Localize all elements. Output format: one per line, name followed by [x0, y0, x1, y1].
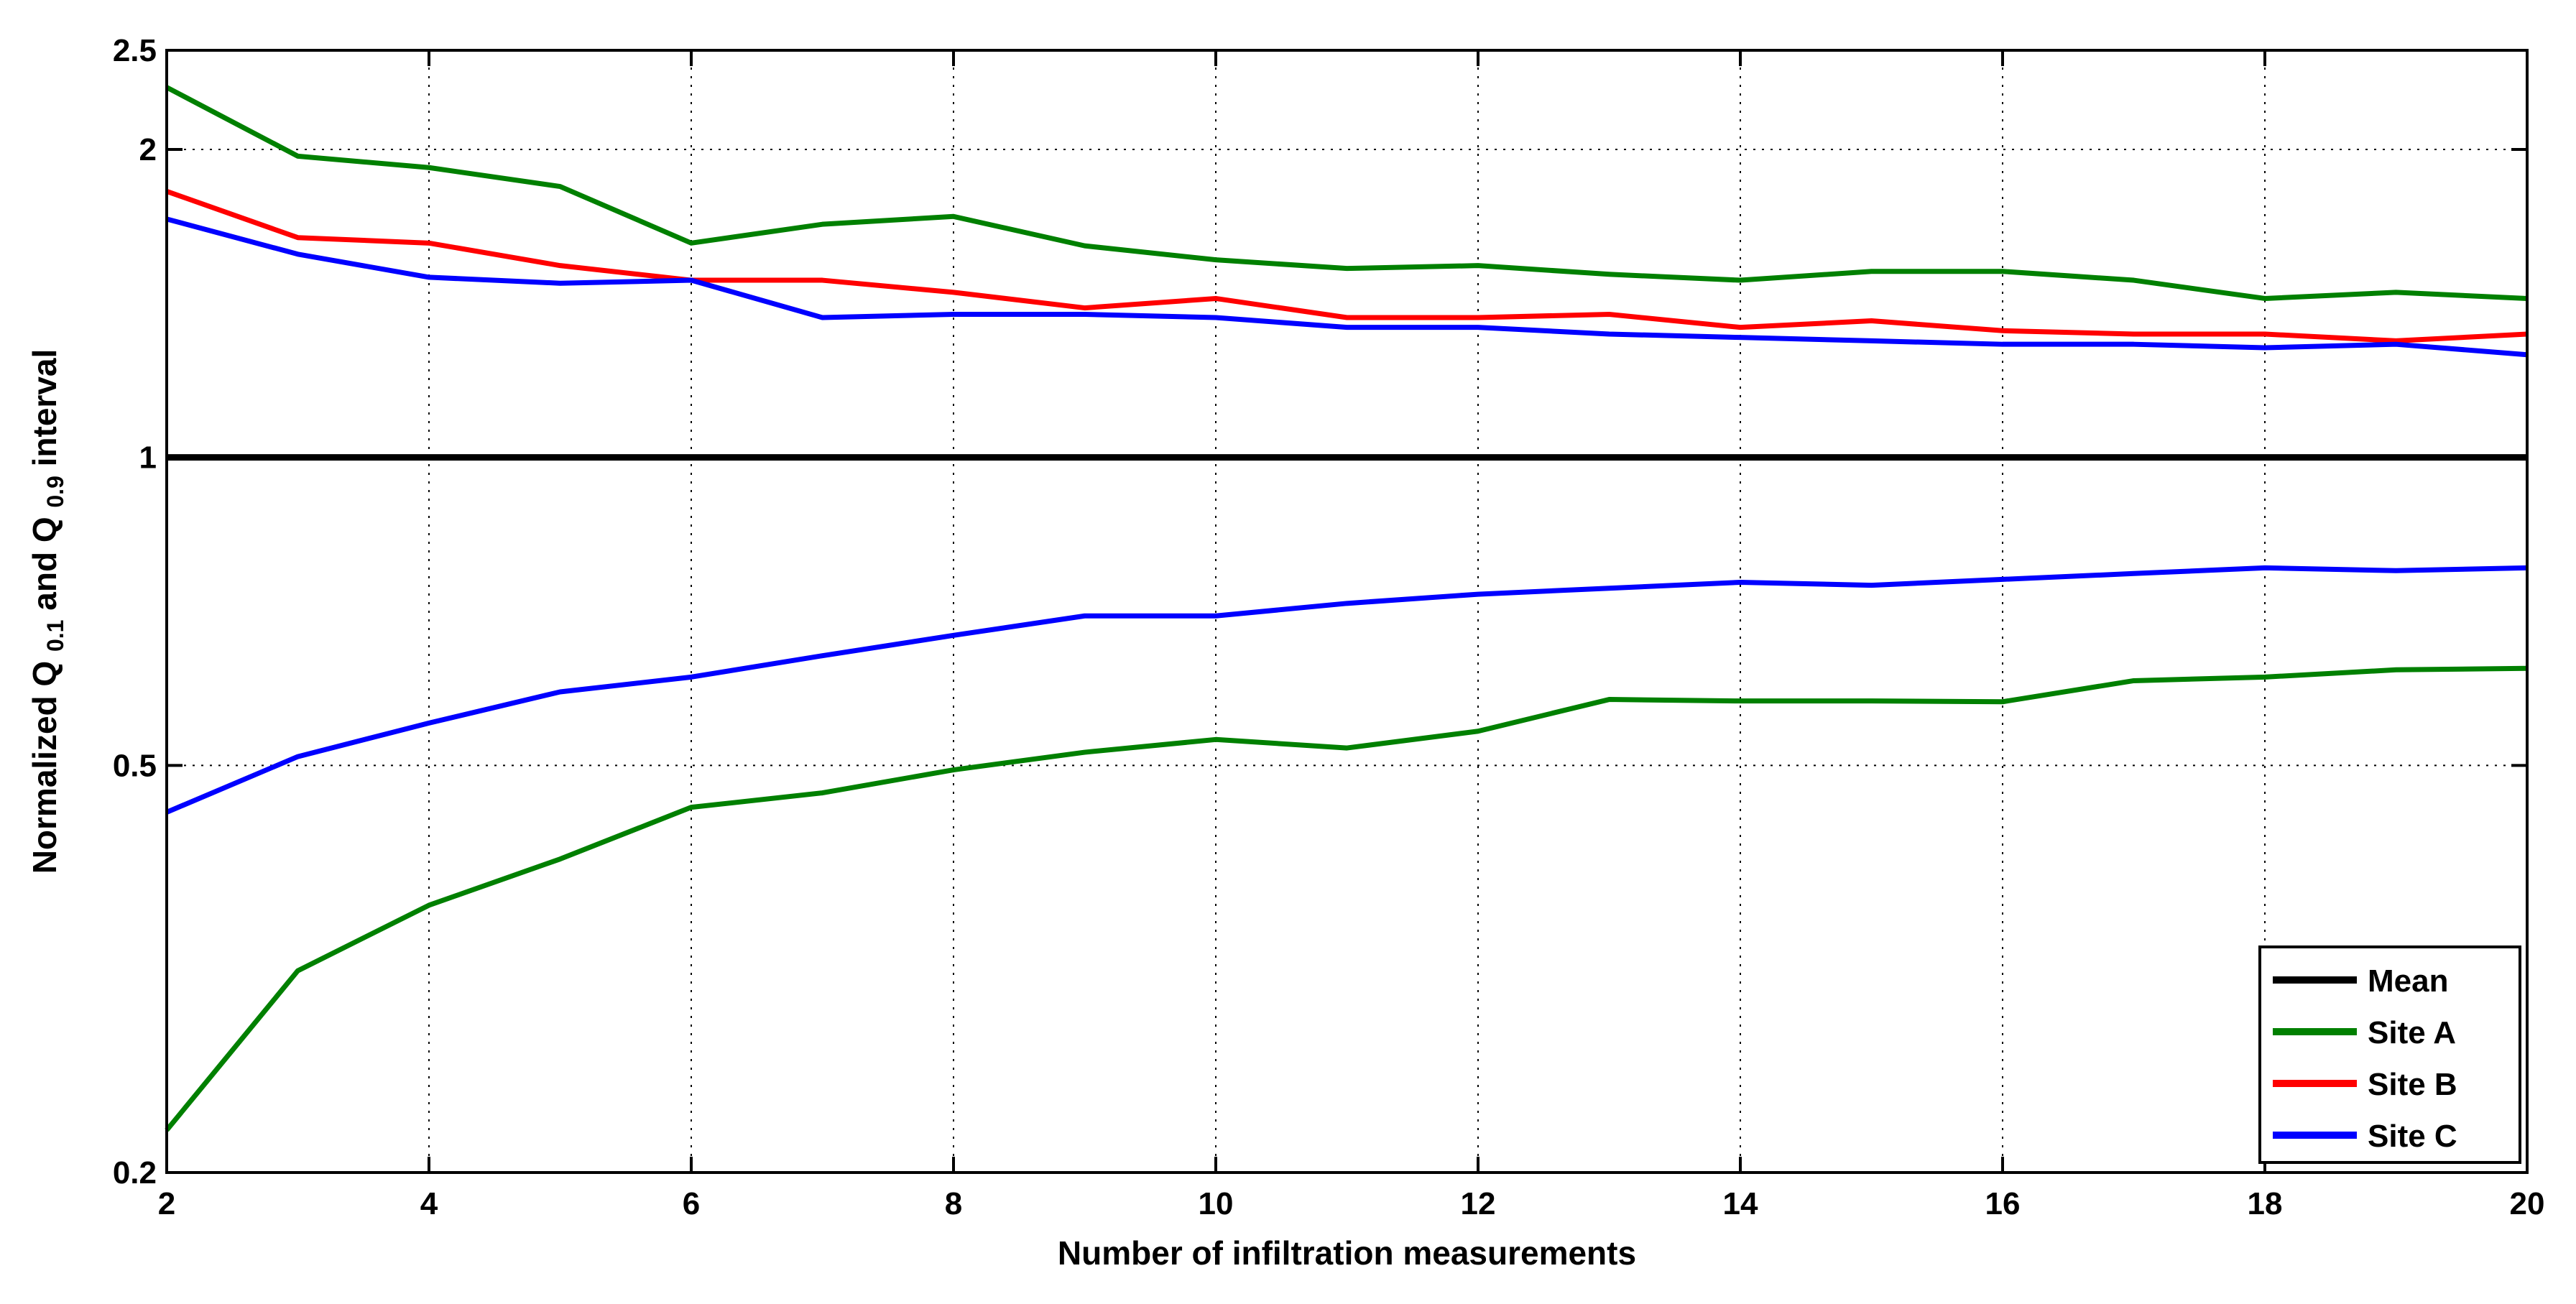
plot-area [165, 49, 2529, 1174]
y-tick-label: 1 [139, 440, 157, 476]
x-tick-label: 20 [2510, 1186, 2545, 1221]
x-tick-label: 10 [1199, 1186, 1234, 1221]
y-tick-label: 2.5 [113, 33, 157, 68]
y-axis-title-sub2: 0.9 [42, 476, 68, 507]
y-axis-title-suffix: interval [26, 349, 63, 467]
series-line-site-c-lower [165, 565, 2528, 815]
y-tick-labels: 0.2 0.5 1 2 2.5 [113, 33, 157, 1190]
x-tick-label: 4 [420, 1186, 438, 1221]
x-tick-label: 16 [1985, 1186, 2021, 1221]
y-axis-title: Normalized Q 0.1 and Q 0.9 interval [26, 349, 68, 874]
y-axis-title-prefix: Normalized Q [26, 661, 63, 874]
y-tick-label: 2 [139, 132, 157, 167]
legend-label: Site A [2368, 1015, 2456, 1050]
x-tick-label: 6 [683, 1186, 700, 1221]
x-tick-label: 2 [158, 1186, 175, 1221]
series-line-site-a-upper [165, 85, 2528, 301]
series-line-site-a-lower [165, 665, 2528, 1132]
series-line-site-c-upper [166, 216, 2528, 358]
y-tick-label: 0.2 [113, 1155, 157, 1190]
y-axis-title-middle: and Q [26, 517, 63, 610]
legend-label: Mean [2368, 963, 2448, 999]
x-tick-label: 12 [1461, 1186, 1496, 1221]
x-axis-title: Number of infiltration measurements [1058, 1234, 1636, 1272]
series-line-site-b-upper [165, 189, 2528, 343]
x-tick-label: 18 [2248, 1186, 2283, 1221]
y-tick-label: 0.5 [113, 748, 157, 783]
x-tick-labels: 2 4 6 8 10 12 14 16 18 20 [158, 1186, 2545, 1221]
x-tick-label: 8 [945, 1186, 962, 1221]
series-lines [165, 85, 2528, 1132]
axes-frame [165, 49, 2529, 1174]
legend-label: Site C [2368, 1119, 2457, 1154]
y-axis-title-sub1: 0.1 [42, 620, 68, 652]
x-tick-label: 14 [1723, 1186, 1758, 1221]
tick-marks [165, 49, 2529, 1174]
legend-label: Site B [2368, 1067, 2457, 1102]
legend: Mean Site A Site B Site C [2258, 945, 2521, 1164]
